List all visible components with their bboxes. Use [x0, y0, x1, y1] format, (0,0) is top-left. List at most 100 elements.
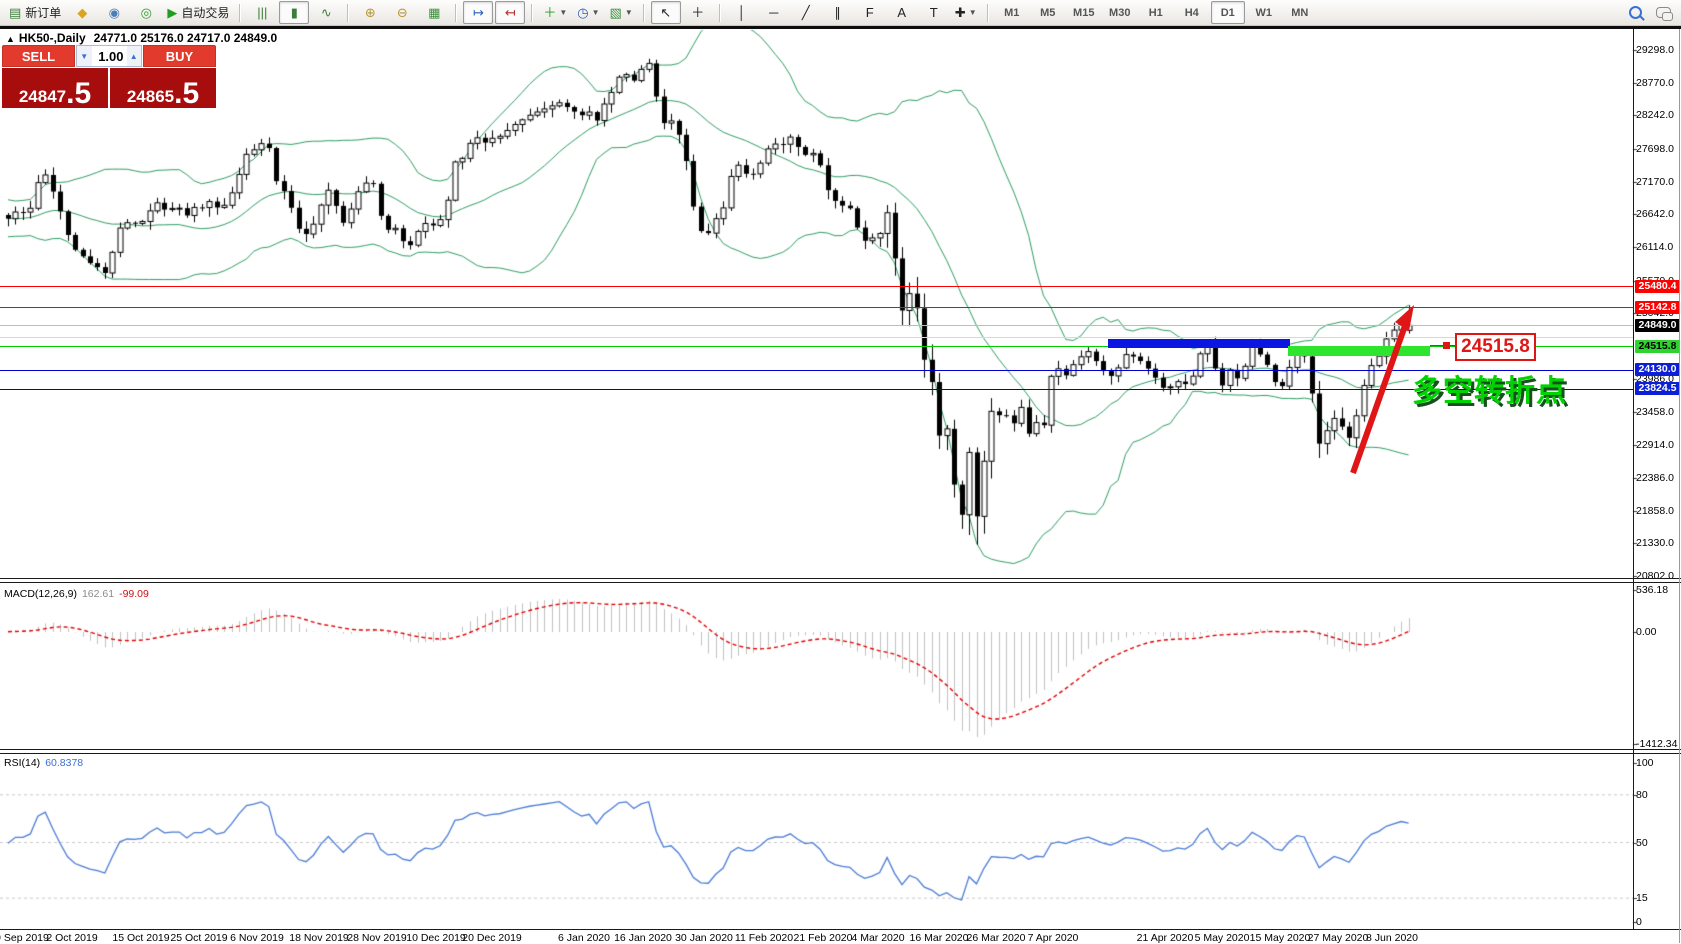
price-axis-tick: 27698.0	[1636, 143, 1674, 156]
volume-stepper: ▼ ▲	[76, 45, 142, 67]
tf-mn[interactable]: MN	[1291, 6, 1309, 19]
fibonacci-glyph: F	[865, 5, 874, 20]
tf-m15[interactable]: M15	[1073, 6, 1095, 19]
rsi-name: RSI(14)	[4, 757, 41, 769]
price-chip-24515.8: 24515.8	[1635, 339, 1680, 353]
level-price-callout[interactable]: 24515.8	[1455, 333, 1536, 361]
profile-icon[interactable]: ◉	[99, 1, 129, 24]
zoom-out-icon[interactable]: ⊖	[387, 1, 417, 24]
style-editor-icon[interactable]: ◆	[67, 1, 97, 24]
hline-24130.0[interactable]	[0, 370, 1633, 371]
date-axis-tick: 20 Dec 2019	[462, 932, 522, 944]
collapse-icon[interactable]: ▲	[6, 34, 15, 44]
horizontal-line-icon[interactable]: ─	[759, 1, 789, 24]
candlestick-chart-glyph: ▮	[290, 5, 298, 20]
rsi-axis-tick: 15	[1636, 892, 1648, 905]
periods-dropdown-icon[interactable]: ▼	[591, 8, 600, 17]
zoom-out-glyph: ⊖	[396, 5, 408, 20]
date-axis-tick: 16 Jan 2020	[614, 932, 672, 944]
toolbar-group: M1 M5 M15 M30 H1 H4 D1 W1 MN	[994, 1, 1318, 24]
tf-m30[interactable]: M30	[1109, 6, 1131, 19]
autotrading-icon[interactable]: ▶ 自动交易	[163, 1, 233, 24]
indicators-list-glyph: ＋	[543, 5, 557, 20]
fibonacci-icon[interactable]: F	[855, 1, 885, 24]
hline-25142.8[interactable]	[0, 307, 1633, 308]
toolbar-group: │ ─ ╱ ∥ F A T ✚ ▼	[726, 1, 982, 24]
panel-separator-rsi[interactable]	[0, 749, 1681, 754]
line-chart-icon[interactable]: ∿	[311, 1, 341, 24]
sell-button[interactable]: SELL	[2, 45, 75, 67]
chart-shift-icon[interactable]: ↤	[495, 1, 526, 24]
buy-price[interactable]: 24865 .5	[110, 68, 216, 108]
equidistant-channel-icon[interactable]: ∥	[823, 1, 853, 24]
arrows-icon[interactable]: ✚ ▼	[951, 1, 981, 24]
periods-icon[interactable]: ◷ ▼	[573, 1, 603, 24]
panel-separator-macd[interactable]	[0, 578, 1681, 583]
level-connector-line	[1430, 345, 1455, 346]
price-chip-25142.8: 25142.8	[1635, 300, 1680, 314]
autotrading-glyph: ▶	[167, 5, 178, 20]
market-signal-icon[interactable]: ◎	[131, 1, 161, 24]
toolbar-separator	[986, 3, 989, 22]
auto-scroll-glyph: ↦	[472, 5, 484, 20]
text-label-icon[interactable]: T	[919, 1, 949, 24]
tf-h4[interactable]: H4	[1184, 6, 1199, 19]
toolbar-separator	[718, 3, 721, 22]
rsi-axis-tick: 100	[1636, 757, 1654, 769]
volume-decrease-button[interactable]: ▼	[77, 46, 92, 66]
green-support-bar[interactable]	[1288, 346, 1430, 356]
price-axis-tick: 26114.0	[1636, 241, 1674, 254]
trendline-icon[interactable]: ╱	[791, 1, 821, 24]
vertical-line-icon[interactable]: │	[727, 1, 757, 24]
toolbar-group: ▤ 新订单 ◆ ◉ ◎ ▶ 自动交易	[4, 1, 234, 24]
indicators-list-dropdown-icon[interactable]: ▼	[559, 8, 568, 17]
search-icon[interactable]	[1629, 6, 1642, 19]
sell-price[interactable]: 24847 .5	[2, 68, 108, 108]
date-axis-tick: 25 Oct 2019	[170, 932, 228, 944]
tf-m5[interactable]: M5	[1040, 6, 1056, 19]
tile-windows-icon[interactable]: ▦	[419, 1, 449, 24]
turning-point-annotation[interactable]: 多空转折点	[1412, 375, 1567, 408]
date-axis-tick: 8 Jun 2020	[1366, 932, 1418, 944]
price-axis-tick: 28242.0	[1636, 109, 1674, 122]
hline-25480.4[interactable]	[0, 286, 1633, 287]
candlestick-chart-icon[interactable]: ▮	[279, 1, 310, 24]
tf-h1[interactable]: H1	[1148, 6, 1163, 19]
templates-icon[interactable]: ▧ ▼	[606, 1, 637, 24]
date-axis-tick: 26 Mar 2020	[966, 932, 1026, 944]
tf-m1[interactable]: M1	[1004, 6, 1020, 19]
buy-button[interactable]: BUY	[143, 45, 216, 67]
cursor-icon[interactable]: ↖	[650, 1, 681, 24]
volume-input[interactable]	[91, 46, 127, 66]
price-axis-tick: 29298.0	[1636, 44, 1674, 56]
date-axis-tick: 6 Nov 2019	[230, 932, 284, 944]
templates-dropdown-icon[interactable]: ▼	[624, 8, 633, 17]
bar-chart-icon[interactable]: |||	[247, 1, 277, 24]
blue-resistance-bar[interactable]	[1108, 339, 1290, 348]
tf-d1[interactable]: D1	[1210, 1, 1245, 24]
chat-icon[interactable]	[1656, 7, 1673, 21]
level-connector-handle[interactable]	[1443, 342, 1450, 349]
tf-w1[interactable]: W1	[1255, 6, 1273, 19]
arrows-dropdown-icon[interactable]: ▼	[968, 8, 977, 17]
symbol-period-label: HK50-,Daily	[18, 31, 86, 45]
toolbar-group: ↦ ↤	[462, 1, 526, 24]
date-axis-tick: 28 Nov 2019	[347, 932, 407, 944]
hline-silver[interactable]	[0, 337, 1633, 338]
hline-24515.8[interactable]	[0, 346, 1633, 347]
text-icon[interactable]: A	[887, 1, 917, 24]
window-top-border	[0, 26, 1681, 29]
auto-scroll-icon[interactable]: ↦	[463, 1, 494, 24]
price-axis-tick: 27170.0	[1636, 175, 1674, 188]
crosshair-icon[interactable]: ＋	[683, 1, 713, 24]
arrows-glyph: ✚	[954, 5, 966, 20]
chart-shift-glyph: ↤	[504, 5, 516, 20]
indicators-list-icon[interactable]: ＋ ▼	[539, 1, 571, 24]
hline-23824.5[interactable]	[0, 389, 1633, 390]
new-order-icon[interactable]: ▤ 新订单	[5, 1, 65, 24]
zoom-in-glyph: ⊕	[364, 5, 376, 20]
volume-increase-button[interactable]: ▲	[126, 46, 141, 66]
one-click-trade-panel: SELL ▼ ▲ BUY 24847 .5 24865 .5	[2, 45, 216, 108]
zoom-in-icon[interactable]: ⊕	[355, 1, 385, 24]
